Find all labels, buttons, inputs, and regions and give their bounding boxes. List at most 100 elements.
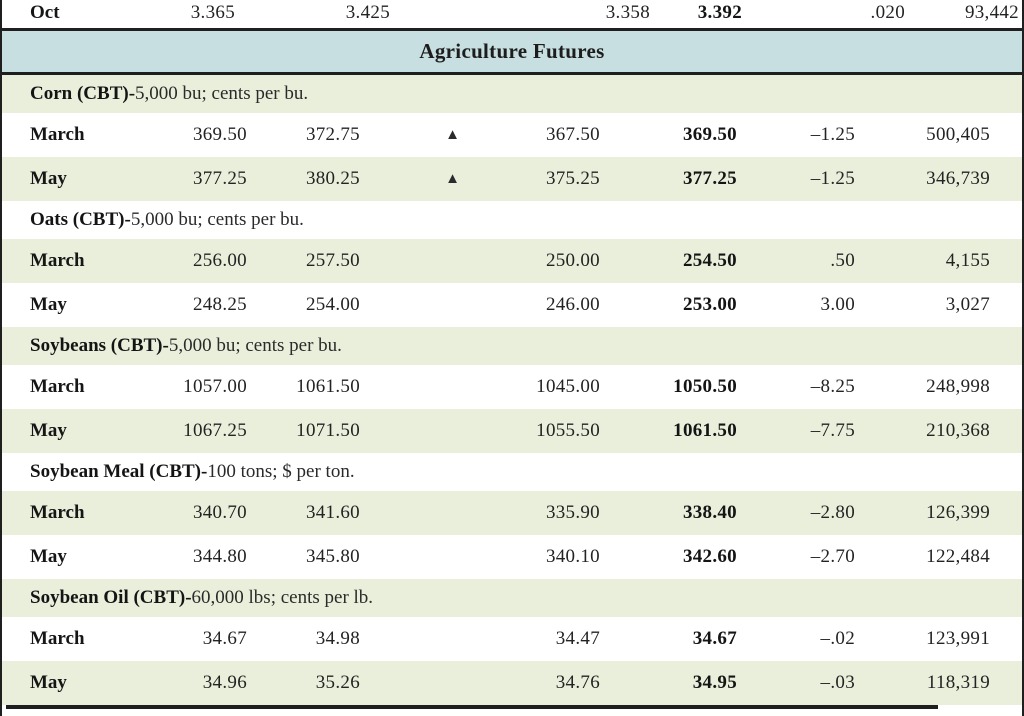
cell-change: –2.80 (810, 502, 855, 523)
cell-high: 380.25 (305, 168, 360, 189)
cell-settle: 254.50 (682, 250, 737, 271)
cell-high: 341.60 (305, 502, 360, 523)
commodity-name: Oats (CBT)- (30, 209, 131, 230)
cell-open: 340.70 (192, 502, 247, 523)
cell-high: 1061.50 (296, 376, 360, 397)
cell-low: 375.25 (545, 168, 600, 189)
cell-high: 35.26 (315, 672, 360, 693)
commodity-unit: 60,000 lbs; cents per lb. (191, 587, 374, 608)
table-row: March 369.50 372.75 ▲ 367.50 369.50 –1.25 500,4… (2, 113, 1022, 157)
lifetime-high-triangle-icon: ▲ (445, 170, 460, 187)
cell-open-interest: 248,998 (926, 376, 990, 397)
cell-low: 367.50 (545, 124, 600, 145)
cell-open-interest: 210,368 (926, 420, 990, 441)
commodity-section-header: Corn (CBT)- 5,000 bu; cents per bu. (2, 75, 1022, 113)
table-row: May 1067.25 1071.50 1055.50 1061.50 –7.75 210,… (2, 409, 1022, 453)
section-banner: Agriculture Futures (2, 31, 1022, 72)
cell-change: .50 (830, 250, 855, 271)
cell-settle: 34.95 (692, 672, 737, 693)
cell-low: 3.358 (605, 2, 650, 23)
cell-high: 372.75 (305, 124, 360, 145)
table-row: May 34.96 35.26 34.76 34.95 –.03 118,319 (2, 661, 1022, 705)
cell-month: May (30, 420, 67, 441)
cell-settle: 3.392 (697, 2, 742, 23)
cell-open-interest: 346,739 (926, 168, 990, 189)
cell-open: 369.50 (192, 124, 247, 145)
commodity-unit: 5,000 bu; cents per bu. (130, 209, 304, 230)
agriculture-futures-table: Corn (CBT)- 5,000 bu; cents per bu. March 3… (2, 75, 1022, 705)
cell-open: 3.365 (190, 2, 235, 23)
commodity-name: Soybean Oil (CBT)- (30, 587, 192, 608)
commodity-section-header: Soybeans (CBT)- 5,000 bu; cents per bu. (2, 327, 1022, 365)
cell-low: 340.10 (545, 546, 600, 567)
cell-open: 344.80 (192, 546, 247, 567)
cell-high: 34.98 (315, 628, 360, 649)
table-row: March 256.00 257.50 250.00 254.50 .50 4,155 (2, 239, 1022, 283)
lifetime-high-triangle-icon: ▲ (445, 126, 460, 143)
table-row: May 248.25 254.00 246.00 253.00 3.00 3,027 (2, 283, 1022, 327)
cell-open: 1067.25 (183, 420, 247, 441)
cell-month: March (30, 502, 85, 523)
cell-month: May (30, 672, 67, 693)
cell-change: –1.25 (810, 124, 855, 145)
cell-open: 1057.00 (183, 376, 247, 397)
cell-settle: 369.50 (682, 124, 737, 145)
table-row: May 344.80 345.80 340.10 342.60 –2.70 122,484 (2, 535, 1022, 579)
cell-settle: 34.67 (692, 628, 737, 649)
cell-change: –.02 (820, 628, 855, 649)
cell-open: 34.96 (202, 672, 247, 693)
divider-line (2, 28, 1022, 31)
cell-low: 34.47 (555, 628, 600, 649)
cell-low: 1055.50 (536, 420, 600, 441)
divider-line (2, 72, 1022, 75)
cell-open-interest: 3,027 (945, 294, 990, 315)
cell-open-interest: 4,155 (945, 250, 990, 271)
cell-high: 1071.50 (296, 420, 360, 441)
commodity-unit: 100 tons; $ per ton. (207, 461, 355, 482)
commodity-unit: 5,000 bu; cents per bu. (135, 83, 309, 104)
commodity-unit: 5,000 bu; cents per bu. (168, 335, 342, 356)
table-row: March 340.70 341.60 335.90 338.40 –2.80 126,39… (2, 491, 1022, 535)
commodity-section-header: Soybean Meal (CBT)- 100 tons; $ per ton. (2, 453, 1022, 491)
cell-month: March (30, 628, 85, 649)
cell-month: May (30, 294, 67, 315)
cell-open: 256.00 (192, 250, 247, 271)
commodity-section-header: Oats (CBT)- 5,000 bu; cents per bu. (2, 201, 1022, 239)
cell-open: 34.67 (202, 628, 247, 649)
cell-month: March (30, 124, 85, 145)
table-row: May 377.25 380.25 ▲ 375.25 377.25 –1.25 346,739 (2, 157, 1022, 201)
cell-low: 1045.00 (536, 376, 600, 397)
cell-change: –7.75 (810, 420, 855, 441)
table-row: March 34.67 34.98 34.47 34.67 –.02 123,991 (2, 617, 1022, 661)
cell-open-interest: 122,484 (926, 546, 990, 567)
section-banner-title: Agriculture Futures (419, 39, 605, 63)
table-row-oct: Oct 3.365 3.425 3.358 3.392 .020 93,442 (2, 0, 1022, 28)
cell-settle: 1050.50 (673, 376, 737, 397)
cell-high: 345.80 (305, 546, 360, 567)
cell-change: –8.25 (810, 376, 855, 397)
cell-settle: 338.40 (682, 502, 737, 523)
cell-month: March (30, 250, 85, 271)
cell-high: 3.425 (345, 2, 390, 23)
cell-change: –2.70 (810, 546, 855, 567)
clipped-bottom-border (6, 705, 938, 709)
cell-month: March (30, 376, 85, 397)
table-row: March 1057.00 1061.50 1045.00 1050.50 –8.25 24… (2, 365, 1022, 409)
cell-low: 335.90 (545, 502, 600, 523)
cell-high: 257.50 (305, 250, 360, 271)
clipped-previous-table-row: Oct 3.365 3.425 3.358 3.392 .020 93,442 (2, 0, 1022, 28)
cell-month: May (30, 168, 67, 189)
cell-open-interest: 126,399 (926, 502, 990, 523)
cell-open-interest: 500,405 (926, 124, 990, 145)
cell-low: 246.00 (545, 294, 600, 315)
cell-high: 254.00 (305, 294, 360, 315)
cell-month: May (30, 546, 67, 567)
commodity-name: Soybean Meal (CBT)- (30, 461, 208, 482)
cell-open: 248.25 (192, 294, 247, 315)
cell-open-interest: 123,991 (926, 628, 990, 649)
cell-low: 34.76 (555, 672, 600, 693)
cell-open: 377.25 (192, 168, 247, 189)
cell-settle: 253.00 (682, 294, 737, 315)
cell-low: 250.00 (545, 250, 600, 271)
